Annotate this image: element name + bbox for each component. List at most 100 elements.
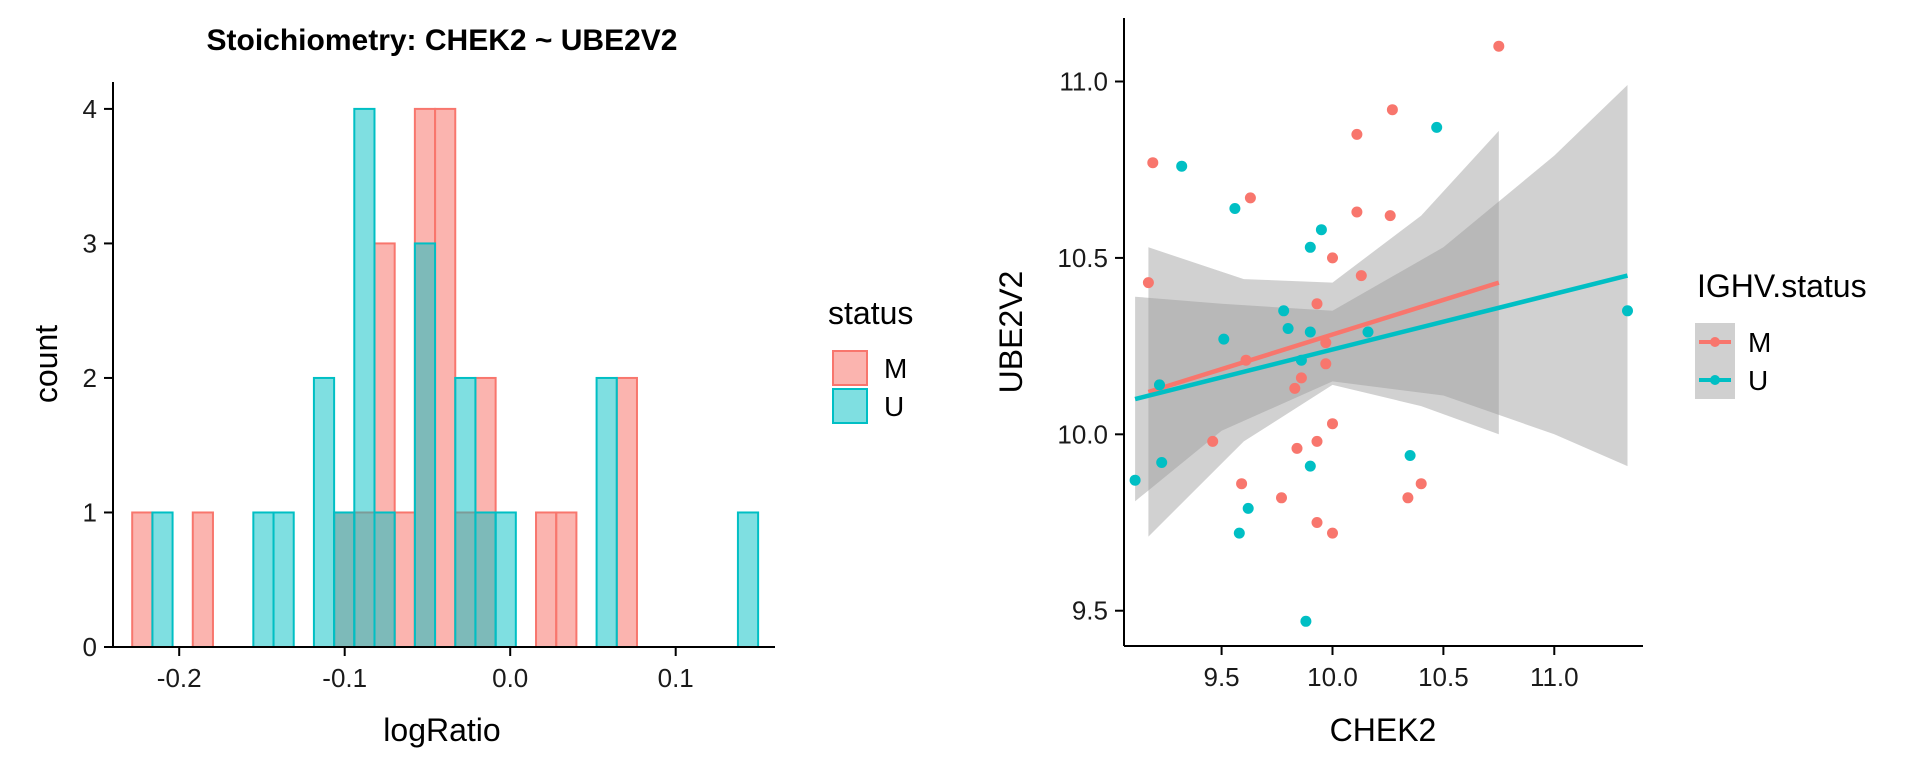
histogram-legend: status M U <box>828 295 913 424</box>
scatter-y-label: UBE2V2 <box>993 271 1029 394</box>
scatter-point-m <box>1355 270 1367 282</box>
histogram-bars <box>131 107 760 648</box>
scatter-point-u <box>1315 224 1327 236</box>
scatter-point-m <box>1311 517 1323 528</box>
scatter-point-m <box>1244 192 1256 204</box>
legend-point-u <box>1710 375 1720 385</box>
scatter-point-u <box>1362 326 1374 338</box>
scatter-point-u <box>1304 460 1316 472</box>
histogram-bar-u <box>252 511 275 648</box>
scatter-x-tick-label: 10.5 <box>1418 662 1469 692</box>
histogram-x-tick-label: 0.1 <box>658 663 694 693</box>
scatter-point-u <box>1300 615 1312 627</box>
legend-point-m <box>1710 337 1720 347</box>
histogram-bar-m <box>434 107 457 648</box>
histogram-y-tick-label: 3 <box>83 228 97 258</box>
scatter-point-u <box>1278 305 1290 317</box>
histogram-bar-m <box>131 511 154 648</box>
scatter-point-u <box>1304 241 1316 253</box>
scatter-point-m <box>1311 435 1323 447</box>
scatter-point-u <box>1431 121 1443 133</box>
histogram-y-tick-label: 1 <box>83 497 97 527</box>
scatter-y-tick-label: 10.0 <box>1057 419 1108 449</box>
scatter-point-m <box>1351 128 1363 140</box>
scatter-point-u <box>1176 160 1188 172</box>
confidence-ribbon-m <box>1148 130 1499 537</box>
histogram-bar-u <box>595 376 618 648</box>
scatter-point-m <box>1415 478 1427 490</box>
histogram-bar-u <box>454 376 477 648</box>
histogram-y-tick-label: 2 <box>83 363 97 393</box>
scatter-point-m <box>1311 298 1323 310</box>
scatter-point-u <box>1304 326 1316 338</box>
histogram-legend-label-u: U <box>884 391 904 422</box>
histogram-bar-m <box>191 511 214 648</box>
histogram-legend-title: status <box>828 295 913 331</box>
scatter-point-m <box>1320 358 1332 370</box>
scatter-point-m <box>1386 104 1398 116</box>
scatter-point-u <box>1229 203 1241 214</box>
scatter-point-m <box>1295 372 1307 384</box>
scatter-point-m <box>1207 435 1219 447</box>
histogram-y-tick-label: 0 <box>83 632 97 662</box>
scatter-point-m <box>1320 337 1332 349</box>
scatter-point-u <box>1404 450 1416 461</box>
histogram-bar-u <box>353 107 376 648</box>
histogram-y-label: count <box>28 325 64 403</box>
histogram-y-ticks: 0 1 2 3 4 <box>83 94 113 662</box>
scatter-legend-label-m: M <box>1748 327 1771 358</box>
scatter-points <box>1129 40 1633 627</box>
histogram-bar-m <box>555 511 578 648</box>
histogram-bar-u <box>272 511 295 648</box>
histogram-bar-m <box>535 511 558 648</box>
fit-line-u <box>1134 273 1629 402</box>
scatter-point-u <box>1622 305 1633 317</box>
scatter-y-tick-label: 10.5 <box>1057 243 1108 273</box>
scatter-x-tick-label: 10.0 <box>1307 662 1358 692</box>
scatter-legend-label-u: U <box>1748 365 1768 396</box>
histogram-title: Stoichiometry: CHEK2 ~ UBE2V2 <box>207 24 678 57</box>
histogram-bar-u <box>474 511 497 648</box>
histogram-bar-u <box>494 511 517 648</box>
histogram-x-tick-label: 0.0 <box>492 663 528 693</box>
histogram-y-tick-label: 4 <box>83 94 97 124</box>
legend-key-background <box>1695 323 1735 399</box>
scatter-point-m <box>1236 478 1248 490</box>
scatter-point-m <box>1402 492 1414 504</box>
confidence-ribbon-u <box>1135 85 1628 502</box>
scatter-x-label: CHEK2 <box>1330 712 1437 748</box>
scatter-point-m <box>1384 210 1396 222</box>
scatter-x-tick-label: 9.5 <box>1204 662 1240 692</box>
histogram-bar-u <box>312 376 336 648</box>
scatter-y-ticks: 9.5 10.0 10.5 11.0 <box>1057 67 1124 626</box>
scatter-point-u <box>1282 323 1294 334</box>
scatter-legend-title: IGHV.status <box>1697 268 1867 304</box>
scatter-y-tick-label: 11.0 <box>1059 67 1108 97</box>
histogram-x-label: logRatio <box>383 712 500 748</box>
scatter-point-u <box>1295 354 1307 366</box>
scatter-y-tick-label: 9.5 <box>1072 596 1108 626</box>
scatter-point-u <box>1218 333 1230 345</box>
histogram-bar-u <box>736 511 760 648</box>
histogram-x-tick-label: -0.2 <box>157 663 202 693</box>
scatter-x-ticks: 9.5 10.0 10.5 11.0 <box>1204 646 1579 692</box>
scatter-point-m <box>1276 492 1287 504</box>
scatter-point-m <box>1289 382 1301 394</box>
scatter-point-m <box>1351 206 1363 218</box>
scatter-point-m <box>1142 277 1154 289</box>
scatter-panel: 9.5 10.0 10.5 11.0 9.5 10.0 10.5 11.0 CHEK2 UB… <box>993 18 1867 748</box>
scatter-point-m <box>1147 157 1159 169</box>
scatter-point-m <box>1327 418 1338 430</box>
fit-lines <box>1134 273 1629 402</box>
legend-swatch-m <box>832 350 868 386</box>
scatter-point-m <box>1240 354 1252 366</box>
scatter-legend: IGHV.status M U <box>1695 268 1867 399</box>
histogram-x-tick-label: -0.1 <box>322 663 367 693</box>
histogram-legend-label-m: M <box>884 353 907 384</box>
scatter-point-u <box>1156 457 1168 468</box>
histogram-bar-u <box>151 511 174 648</box>
scatter-x-tick-label: 11.0 <box>1530 662 1579 692</box>
scatter-point-u <box>1154 379 1165 391</box>
confidence-ribbons <box>1135 85 1628 537</box>
